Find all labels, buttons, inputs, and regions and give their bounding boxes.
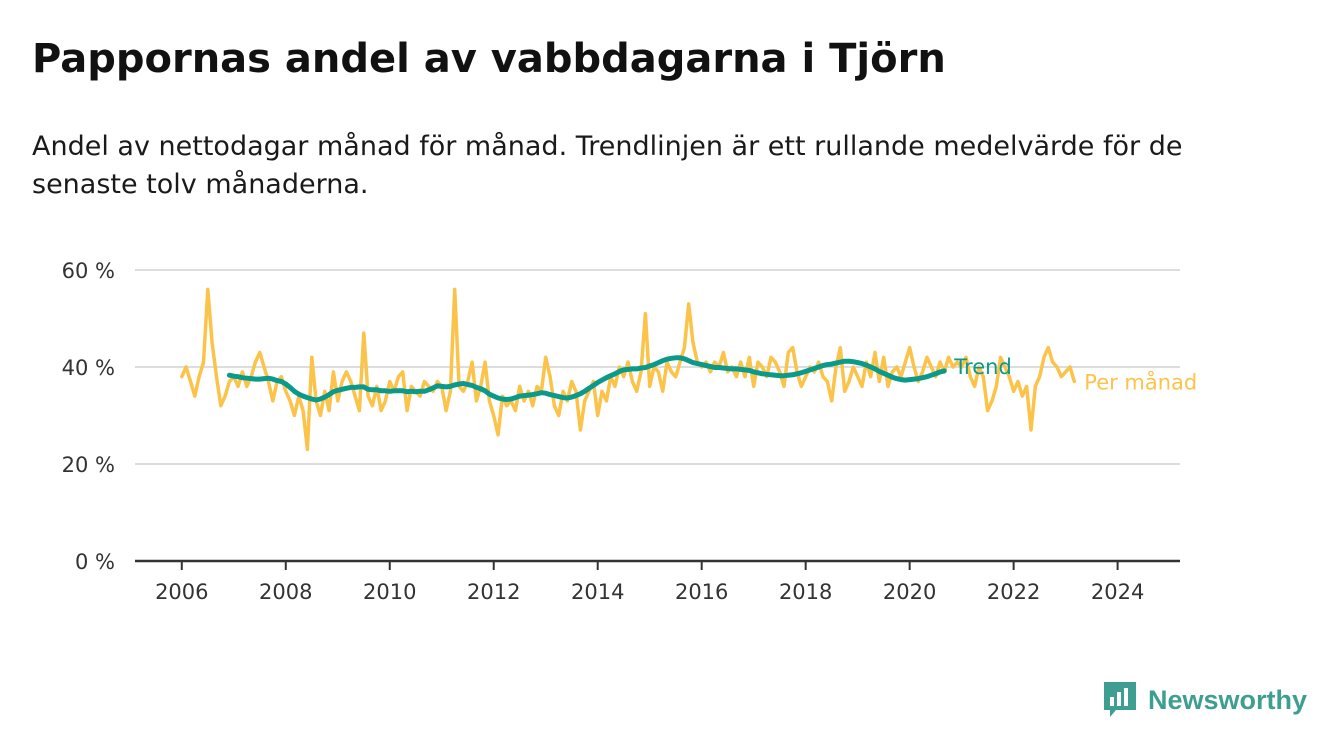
chart-subtitle: Andel av nettodagar månad för månad. Tre…	[32, 131, 1183, 200]
x-tick-label: 2010	[363, 580, 416, 604]
brand-name: Newsworthy	[1148, 684, 1308, 715]
x-tick-label: 2024	[1091, 580, 1144, 604]
x-tick-label: 2012	[467, 580, 520, 604]
y-tick-label: 40 %	[62, 356, 115, 380]
series-line-per-manad	[180, 287, 1077, 452]
y-axis-ticks: 0 % 20 % 40 % 60 %	[62, 259, 115, 574]
y-tick-label: 0 %	[75, 550, 115, 574]
series-label-trend: Trend	[953, 355, 1011, 379]
x-tick-label: 2018	[779, 580, 832, 604]
y-tick-label: 20 %	[62, 453, 115, 477]
x-tick-label: 2022	[987, 580, 1040, 604]
y-tick-label: 60 %	[62, 259, 115, 283]
newsworthy-logo: Newsworthy	[1102, 680, 1307, 720]
grid-lines	[135, 269, 1180, 465]
x-tick-label: 2008	[259, 580, 312, 604]
x-tick-label: 2014	[571, 580, 624, 604]
series-line-trend	[226, 355, 947, 403]
series-label-per-manad: Per månad	[1084, 370, 1197, 395]
chart-title: Pappornas andel av vabbdagarna i Tjörn	[32, 36, 946, 82]
x-tick-label: 2006	[155, 580, 208, 604]
x-tick-label: 2020	[883, 580, 936, 604]
x-axis-ticks: 2006 2008 2010 2012 2014 2016 2018 2020 2022 2024	[155, 561, 1144, 604]
series-labels: Trend Per månad	[953, 355, 1197, 395]
x-tick-label: 2016	[675, 580, 728, 604]
newsworthy-logo-icon	[1104, 682, 1136, 717]
series-lines	[180, 287, 1077, 452]
